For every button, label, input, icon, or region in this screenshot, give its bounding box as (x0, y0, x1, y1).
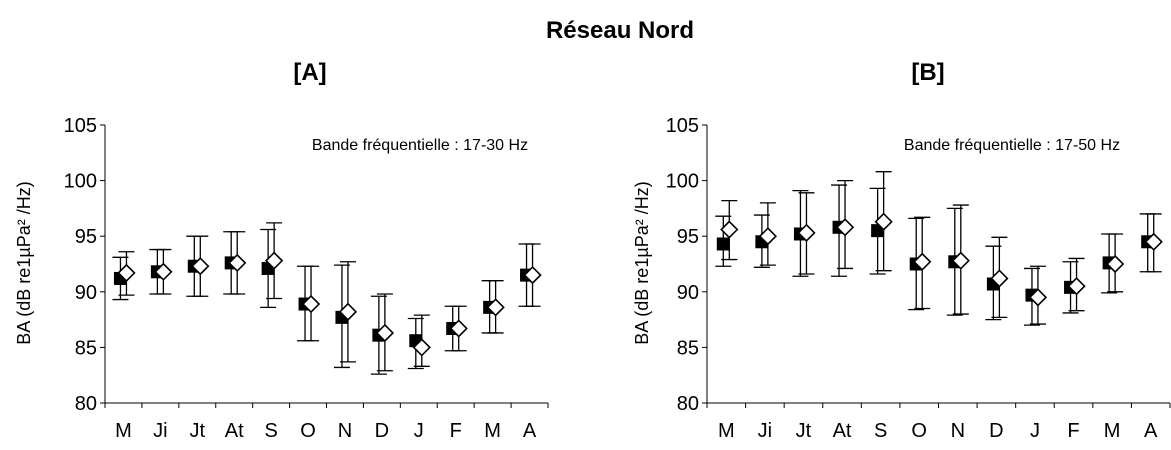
panel-title-b: [B] (911, 59, 944, 86)
figure-title: Réseau Nord (546, 17, 694, 44)
data-point-diamond (720, 220, 739, 239)
chart-panel-a: [A] Bande fréquentielle : 17-30 Hz BA (d… (14, 59, 549, 442)
y-tick-label: 105 (64, 115, 97, 137)
x-tick-label: O (300, 420, 316, 442)
x-tick-label: F (1067, 420, 1079, 442)
annotation-b: Bande fréquentielle : 17-50 Hz (904, 137, 1120, 154)
x-tick-label: N (338, 420, 352, 442)
x-tick-label: M (484, 420, 501, 442)
x-tick-label: O (911, 420, 927, 442)
data-point-diamond (523, 265, 542, 285)
x-tick-label: S (264, 420, 277, 442)
x-tick-label: J (1030, 420, 1040, 442)
data-point-diamond (797, 223, 816, 242)
x-tick-label: Jt (796, 420, 812, 442)
series-a (113, 251, 542, 357)
y-axis-label-a: BA (dB re1µPa² /Hz) (14, 181, 34, 344)
data-point-diamond (835, 218, 855, 237)
x-tick-label: S (874, 420, 887, 442)
data-point-diamond (117, 263, 136, 283)
data-point-diamond (264, 251, 284, 270)
x-tick-label: A (1144, 420, 1158, 442)
y-tick-label: 85 (677, 337, 699, 359)
x-tick-label: N (951, 420, 965, 442)
y-tick-label: 105 (666, 115, 699, 137)
data-point-diamond (191, 257, 210, 276)
data-point-diamond (1144, 232, 1163, 251)
axes-b: 80 85 90 95 100 105 M Ji Jt At S O N D J F M A (666, 115, 1171, 442)
x-tick-label: At (833, 420, 852, 442)
x-tick-label: J (414, 420, 424, 442)
data-point-square (716, 237, 730, 251)
x-tick-label: M (115, 420, 132, 442)
x-tick-label: At (225, 420, 244, 442)
x-tick-label: D (375, 420, 389, 442)
y-tick-label: 90 (677, 282, 699, 304)
x-tick-label: Jt (190, 420, 206, 442)
y-tick-label: 100 (666, 171, 699, 193)
data-point-diamond (412, 338, 431, 357)
y-tick-label: 80 (677, 393, 699, 415)
data-point-diamond (874, 212, 893, 231)
panel-title-a: [A] (293, 59, 326, 86)
y-tick-label: 95 (75, 226, 97, 248)
data-point-diamond (1105, 254, 1125, 274)
data-point-diamond (154, 262, 173, 281)
data-point-diamond (228, 253, 247, 273)
x-tick-label: M (1104, 420, 1121, 442)
data-point-diamond (758, 227, 778, 246)
x-tick-label: D (989, 420, 1003, 442)
y-tick-label: 80 (75, 393, 97, 415)
chart-panel-b: [B] Bande fréquentielle : 17-50 Hz BA (d… (632, 59, 1171, 442)
y-tick-label: 95 (677, 226, 699, 248)
data-point-diamond (1067, 277, 1086, 296)
data-point-diamond (486, 298, 505, 317)
x-tick-label: M (718, 420, 735, 442)
data-point-diamond (375, 323, 395, 343)
annotation-a: Bande fréquentielle : 17-30 Hz (312, 137, 528, 154)
x-tick-label: Ji (153, 420, 167, 442)
y-axis-label-b: BA (dB re1µPa² /Hz) (632, 181, 652, 344)
x-tick-label: Ji (758, 420, 772, 442)
data-point-diamond (449, 319, 468, 338)
x-tick-label: F (450, 420, 462, 442)
data-point-diamond (1028, 288, 1048, 307)
data-point-diamond (301, 294, 321, 314)
data-point-diamond (951, 251, 970, 270)
data-point-diamond (990, 269, 1009, 288)
data-point-diamond (913, 252, 932, 271)
x-tick-label: A (523, 420, 537, 442)
y-tick-label: 85 (75, 337, 97, 359)
y-tick-label: 90 (75, 282, 97, 304)
series-b (716, 212, 1163, 307)
y-tick-label: 100 (64, 171, 97, 193)
data-point-diamond (338, 302, 358, 321)
